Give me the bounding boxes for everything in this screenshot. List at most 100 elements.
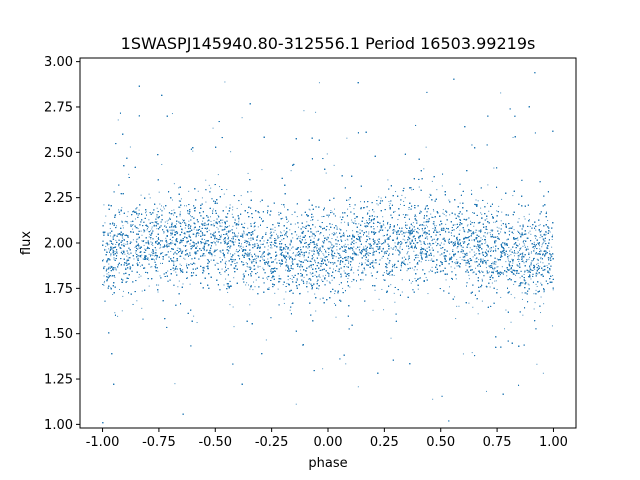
data-point bbox=[329, 241, 331, 243]
data-point bbox=[165, 237, 167, 239]
data-point bbox=[247, 227, 249, 229]
data-point bbox=[486, 218, 488, 220]
data-point bbox=[130, 221, 132, 223]
data-point bbox=[158, 191, 160, 193]
data-point bbox=[473, 240, 475, 242]
data-point bbox=[223, 193, 225, 195]
data-point bbox=[441, 247, 443, 249]
data-point bbox=[171, 113, 173, 115]
data-point bbox=[210, 252, 212, 254]
data-point bbox=[499, 273, 501, 275]
data-point bbox=[450, 266, 452, 268]
data-point bbox=[335, 256, 337, 258]
data-point bbox=[213, 234, 215, 236]
data-point bbox=[537, 262, 539, 264]
data-point bbox=[411, 189, 413, 191]
data-point bbox=[121, 310, 123, 312]
data-point bbox=[133, 258, 135, 260]
data-point bbox=[157, 291, 159, 293]
data-point bbox=[353, 251, 355, 253]
data-point bbox=[299, 255, 301, 257]
data-point bbox=[497, 266, 499, 268]
data-point bbox=[185, 205, 187, 207]
data-point bbox=[485, 236, 487, 238]
data-point bbox=[481, 300, 483, 302]
data-point bbox=[250, 223, 252, 225]
data-point bbox=[366, 260, 368, 262]
data-point bbox=[118, 245, 120, 247]
data-point bbox=[226, 189, 228, 191]
data-point bbox=[357, 231, 359, 233]
data-point bbox=[488, 251, 490, 253]
data-point bbox=[115, 268, 117, 270]
data-point bbox=[472, 212, 474, 214]
data-point bbox=[500, 220, 502, 222]
data-point bbox=[346, 259, 348, 261]
data-point bbox=[281, 203, 283, 205]
data-point bbox=[428, 242, 430, 244]
data-point bbox=[508, 247, 510, 249]
data-point bbox=[250, 237, 252, 239]
data-point bbox=[319, 250, 321, 252]
data-point bbox=[166, 220, 168, 222]
data-point bbox=[234, 219, 236, 221]
data-point bbox=[411, 267, 413, 269]
data-point bbox=[467, 259, 469, 261]
data-point bbox=[493, 269, 495, 271]
data-point bbox=[149, 233, 151, 235]
data-point bbox=[167, 219, 169, 221]
data-point bbox=[339, 216, 341, 218]
data-point bbox=[225, 260, 227, 262]
data-point bbox=[495, 261, 497, 263]
data-point bbox=[390, 247, 392, 249]
data-point bbox=[439, 231, 441, 233]
data-point bbox=[402, 230, 404, 232]
data-point bbox=[541, 274, 543, 276]
data-point bbox=[377, 204, 379, 206]
data-point bbox=[203, 242, 205, 244]
data-point bbox=[378, 247, 380, 249]
data-point bbox=[152, 255, 154, 257]
data-point bbox=[325, 274, 327, 276]
data-point bbox=[542, 372, 544, 374]
data-point bbox=[303, 256, 305, 258]
data-point bbox=[333, 268, 335, 270]
data-point bbox=[253, 246, 255, 248]
data-point bbox=[456, 265, 458, 267]
data-point bbox=[394, 242, 396, 244]
data-point bbox=[433, 225, 435, 227]
data-point bbox=[325, 237, 327, 239]
data-point bbox=[425, 234, 427, 236]
data-point bbox=[383, 309, 385, 311]
data-point bbox=[270, 269, 272, 271]
data-point bbox=[172, 242, 174, 244]
data-point bbox=[351, 219, 353, 221]
data-point bbox=[103, 282, 105, 284]
data-point bbox=[528, 213, 530, 215]
data-point bbox=[261, 256, 263, 258]
data-point bbox=[458, 240, 460, 242]
data-point bbox=[522, 254, 524, 256]
data-point bbox=[134, 218, 136, 220]
data-point bbox=[489, 248, 491, 250]
data-point bbox=[255, 279, 257, 281]
data-point bbox=[187, 225, 189, 227]
data-point bbox=[519, 233, 521, 235]
data-point bbox=[303, 226, 305, 228]
data-point bbox=[319, 298, 321, 300]
data-point bbox=[530, 278, 532, 280]
data-point bbox=[363, 246, 365, 248]
data-point bbox=[329, 246, 331, 248]
data-point bbox=[459, 243, 461, 245]
data-point bbox=[423, 225, 425, 227]
data-point bbox=[425, 205, 427, 207]
data-point bbox=[257, 265, 259, 267]
data-point bbox=[152, 243, 154, 245]
data-point bbox=[339, 247, 341, 249]
data-point bbox=[482, 258, 484, 260]
data-point bbox=[186, 249, 188, 251]
data-point bbox=[298, 260, 300, 261]
data-point bbox=[442, 209, 444, 211]
data-point bbox=[171, 210, 173, 212]
data-point bbox=[292, 252, 294, 254]
